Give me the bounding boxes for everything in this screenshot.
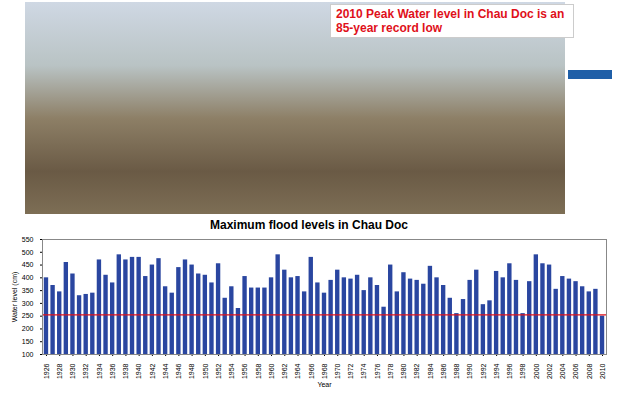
svg-text:450: 450 bbox=[22, 261, 34, 268]
svg-text:1992: 1992 bbox=[480, 363, 487, 379]
svg-text:2000: 2000 bbox=[533, 363, 540, 379]
svg-text:1978: 1978 bbox=[387, 363, 394, 379]
svg-text:1990: 1990 bbox=[466, 363, 473, 379]
svg-text:1956: 1956 bbox=[241, 363, 248, 379]
svg-text:1944: 1944 bbox=[162, 363, 169, 379]
svg-text:1966: 1966 bbox=[308, 363, 315, 379]
svg-text:1940: 1940 bbox=[135, 363, 142, 379]
svg-text:200: 200 bbox=[22, 325, 34, 332]
svg-text:1972: 1972 bbox=[347, 363, 354, 379]
svg-text:1964: 1964 bbox=[294, 363, 301, 379]
svg-text:550: 550 bbox=[22, 236, 34, 243]
svg-text:1982: 1982 bbox=[413, 363, 420, 379]
svg-text:1954: 1954 bbox=[228, 363, 235, 379]
svg-text:1962: 1962 bbox=[281, 363, 288, 379]
svg-text:1980: 1980 bbox=[400, 363, 407, 379]
svg-text:1928: 1928 bbox=[56, 363, 63, 379]
svg-text:1952: 1952 bbox=[215, 363, 222, 379]
svg-text:1958: 1958 bbox=[255, 363, 262, 379]
svg-text:2010: 2010 bbox=[599, 363, 606, 379]
svg-text:400: 400 bbox=[22, 274, 34, 281]
svg-text:1988: 1988 bbox=[453, 363, 460, 379]
svg-text:1998: 1998 bbox=[519, 363, 526, 379]
svg-text:250: 250 bbox=[22, 312, 34, 319]
svg-text:100: 100 bbox=[22, 351, 34, 358]
svg-text:2006: 2006 bbox=[572, 363, 579, 379]
svg-text:2002: 2002 bbox=[546, 363, 553, 379]
svg-text:350: 350 bbox=[22, 287, 34, 294]
svg-text:1946: 1946 bbox=[175, 363, 182, 379]
svg-text:1976: 1976 bbox=[374, 363, 381, 379]
svg-text:1938: 1938 bbox=[122, 363, 129, 379]
svg-text:300: 300 bbox=[22, 300, 34, 307]
svg-text:1970: 1970 bbox=[334, 363, 341, 379]
svg-text:1926: 1926 bbox=[43, 363, 50, 379]
svg-text:1986: 1986 bbox=[440, 363, 447, 379]
svg-text:150: 150 bbox=[22, 338, 34, 345]
svg-text:1936: 1936 bbox=[109, 363, 116, 379]
svg-text:2004: 2004 bbox=[559, 363, 566, 379]
html-text:Maximum flood levels in Chau D: Maximum flood levels in Chau Doc bbox=[210, 218, 408, 232]
svg-text:1932: 1932 bbox=[82, 363, 89, 379]
svg-text:1974: 1974 bbox=[360, 363, 367, 379]
svg-text:1996: 1996 bbox=[506, 363, 513, 379]
svg-text:1984: 1984 bbox=[427, 363, 434, 379]
html-text:2010 Peak Water level in Chau: 2010 Peak Water level in Chau Doc is an … bbox=[336, 7, 565, 35]
svg-text:1942: 1942 bbox=[149, 363, 156, 379]
svg-text:1968: 1968 bbox=[321, 363, 328, 379]
svg-text:1950: 1950 bbox=[202, 363, 209, 379]
svg-text:1930: 1930 bbox=[69, 363, 76, 379]
svg-text:1948: 1948 bbox=[188, 363, 195, 379]
svg-text:2008: 2008 bbox=[586, 363, 593, 379]
svg-text:1994: 1994 bbox=[493, 363, 500, 379]
svg-text:Water level (cm): Water level (cm) bbox=[11, 272, 19, 323]
svg-text:Year: Year bbox=[317, 381, 332, 388]
svg-text:1960: 1960 bbox=[268, 363, 275, 379]
svg-text:500: 500 bbox=[22, 249, 34, 256]
svg-text:1934: 1934 bbox=[96, 363, 103, 379]
